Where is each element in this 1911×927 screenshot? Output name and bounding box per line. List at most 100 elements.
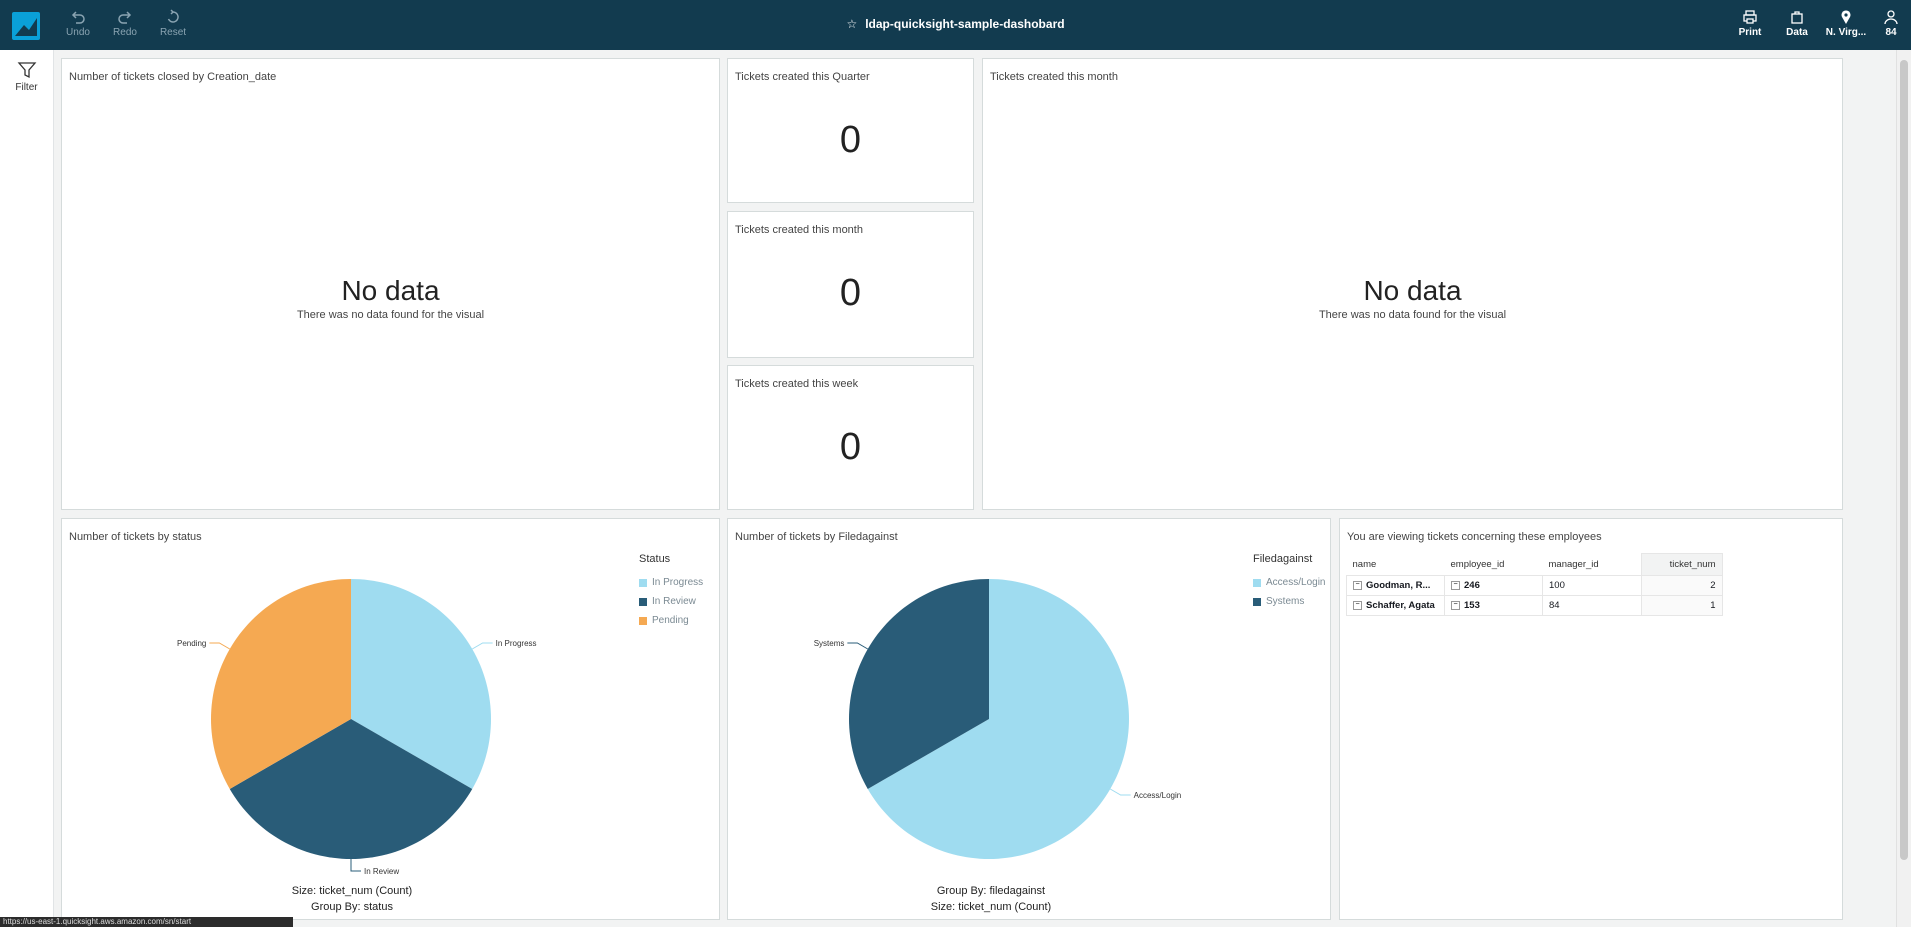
pie-label-in-review: In Review — [364, 867, 399, 876]
cell-name-text: Schaffer, Agata — [1366, 600, 1435, 611]
cell-name: − Schaffer, Agata — [1346, 595, 1445, 616]
cell-manager-id: 100 — [1542, 575, 1642, 596]
panel-status-pie[interactable]: Number of tickets by status In Progress I… — [61, 518, 720, 920]
reset-label: Reset — [159, 27, 187, 38]
panel-kpi-month[interactable]: Tickets created this month 0 — [727, 211, 974, 358]
legend-swatch — [639, 616, 647, 625]
user-label: 84 — [1885, 27, 1897, 38]
legend-item-in-review[interactable]: In Review — [639, 596, 703, 607]
region-label: N. Virg... — [1825, 27, 1867, 38]
legend-item-pending[interactable]: Pending — [639, 615, 703, 626]
no-data-subtitle: There was no data found for the visual — [296, 309, 485, 321]
legend-item-in-progress[interactable]: In Progress — [639, 577, 703, 588]
reset-button[interactable]: Reset — [149, 9, 197, 38]
panel-title: Number of tickets by status — [69, 531, 202, 543]
undo-button[interactable]: Undo — [54, 9, 102, 38]
panel-kpi-week[interactable]: Tickets created this week 0 — [727, 365, 974, 510]
panel-title: Tickets created this week — [735, 378, 859, 390]
redo-button[interactable]: Redo — [101, 9, 149, 38]
star-icon[interactable]: ☆ — [846, 17, 858, 31]
column-header-manager-id[interactable]: manager_id — [1542, 553, 1641, 576]
pie-slice-in-review[interactable] — [229, 719, 473, 859]
user-button[interactable]: 84 — [1871, 9, 1911, 38]
legend-title: Filedagainst — [1253, 553, 1313, 565]
filter-button[interactable]: Filter — [0, 60, 53, 93]
no-data-title: No data — [1363, 275, 1462, 306]
page-scrollbar[interactable] — [1896, 50, 1911, 927]
pie-slice-systems[interactable] — [849, 579, 989, 789]
quicksight-logo[interactable] — [12, 12, 40, 40]
legend-item-systems[interactable]: Systems — [1253, 596, 1325, 607]
undo-icon — [71, 11, 85, 24]
panel-employee-table[interactable]: You are viewing tickets concerning these… — [1339, 518, 1843, 920]
legend-label: Access/Login — [1266, 577, 1326, 588]
column-header-name[interactable]: name — [1346, 553, 1445, 576]
reset-icon — [167, 9, 179, 23]
pie-label-access-login: Access/Login — [1134, 791, 1182, 800]
leader-line-in-review — [350, 859, 361, 872]
pie-footer-group: Group By: filedagainst — [936, 885, 1046, 897]
cell-employee-id-text: 153 — [1464, 600, 1480, 611]
cell-employee-id: −153 — [1444, 595, 1543, 616]
dashboard-title: ☆ ldap-quicksight-sample-dashobard — [0, 17, 1911, 31]
leader-line-access-login — [1109, 788, 1131, 796]
status-pie-chart[interactable]: In Progress In Review Pending — [62, 519, 721, 921]
legend-label: Systems — [1266, 596, 1305, 607]
cell-ticket-num: 1 — [1640, 595, 1723, 616]
print-button[interactable]: Print — [1726, 9, 1774, 38]
legend-label: In Progress — [652, 577, 704, 588]
panel-title: Number of tickets by Filedagainst — [735, 531, 898, 543]
collapse-icon[interactable]: − — [1353, 600, 1362, 610]
legend-item-access-login[interactable]: Access/Login — [1253, 577, 1325, 588]
legend-label: Pending — [652, 615, 689, 626]
panel-title: Tickets created this Quarter — [735, 71, 870, 83]
pie-slice-access-login[interactable] — [867, 579, 1129, 859]
panel-kpi-quarter[interactable]: Tickets created this Quarter 0 — [727, 58, 974, 203]
left-rail: Filter — [0, 50, 54, 927]
table-row[interactable]: − Schaffer, Agata −153 84 1 — [1346, 595, 1723, 616]
cell-manager-id: 84 — [1542, 595, 1642, 616]
pie-footer-size: Size: ticket_num (Count) — [291, 885, 413, 897]
collapse-icon[interactable]: − — [1353, 580, 1362, 590]
cell-name: − Goodman, R... — [1346, 575, 1445, 596]
panel-filedagainst-pie[interactable]: Number of tickets by Filedagainst Access… — [727, 518, 1331, 920]
data-label: Data — [1786, 27, 1808, 38]
filedagainst-legend: Filedagainst Access/Login Systems — [1253, 553, 1325, 615]
location-pin-icon — [1841, 10, 1851, 24]
pie-footer: Group By: filedagainst Size: ticket_num … — [728, 883, 1254, 915]
no-data-message: No data There was no data found for the … — [983, 275, 1842, 321]
panel-title: Number of tickets closed by Creation_dat… — [69, 71, 277, 83]
leader-line-pending — [209, 642, 231, 650]
panel-month-chart[interactable]: Tickets created this month No data There… — [982, 58, 1843, 510]
collapse-icon[interactable]: − — [1451, 600, 1460, 610]
filter-icon — [17, 62, 36, 79]
data-button[interactable]: Data — [1773, 9, 1821, 38]
leader-line-in-progress — [471, 642, 493, 650]
panel-title: Tickets created this month — [735, 224, 863, 236]
panel-closed-by-date[interactable]: Number of tickets closed by Creation_dat… — [61, 58, 720, 510]
pie-slice-pending[interactable] — [211, 579, 351, 789]
pie-label-systems: Systems — [814, 639, 845, 648]
panel-title: You are viewing tickets concerning these… — [1347, 531, 1602, 543]
region-button[interactable]: N. Virg... — [1822, 9, 1870, 38]
kpi-value: 0 — [839, 119, 862, 161]
user-icon — [1884, 10, 1898, 25]
undo-label: Undo — [66, 27, 90, 38]
column-header-ticket-num[interactable]: ticket_num — [1640, 553, 1723, 576]
filedagainst-pie-chart[interactable]: Access/Login Systems — [728, 519, 1332, 921]
pie-slice-in-progress[interactable] — [351, 579, 491, 789]
cell-employee-id-text: 246 — [1464, 580, 1480, 591]
status-legend: Status In Progress In Review Pending — [639, 553, 703, 634]
dashboard-title-text: ldap-quicksight-sample-dashobard — [865, 17, 1065, 31]
collapse-icon[interactable]: − — [1451, 580, 1460, 590]
legend-swatch — [1253, 578, 1261, 587]
data-icon — [1791, 11, 1803, 24]
table-header-row: name employee_id manager_id ticket_num — [1346, 553, 1723, 576]
scrollbar-thumb[interactable] — [1900, 60, 1908, 860]
print-label: Print — [1738, 27, 1762, 38]
table-row[interactable]: − Goodman, R... −246 100 2 — [1346, 575, 1723, 596]
column-header-employee-id[interactable]: employee_id — [1444, 553, 1543, 576]
pie-footer: Size: ticket_num (Count) Group By: statu… — [62, 883, 642, 915]
employee-table: name employee_id manager_id ticket_num −… — [1346, 553, 1723, 616]
redo-icon — [118, 11, 132, 24]
